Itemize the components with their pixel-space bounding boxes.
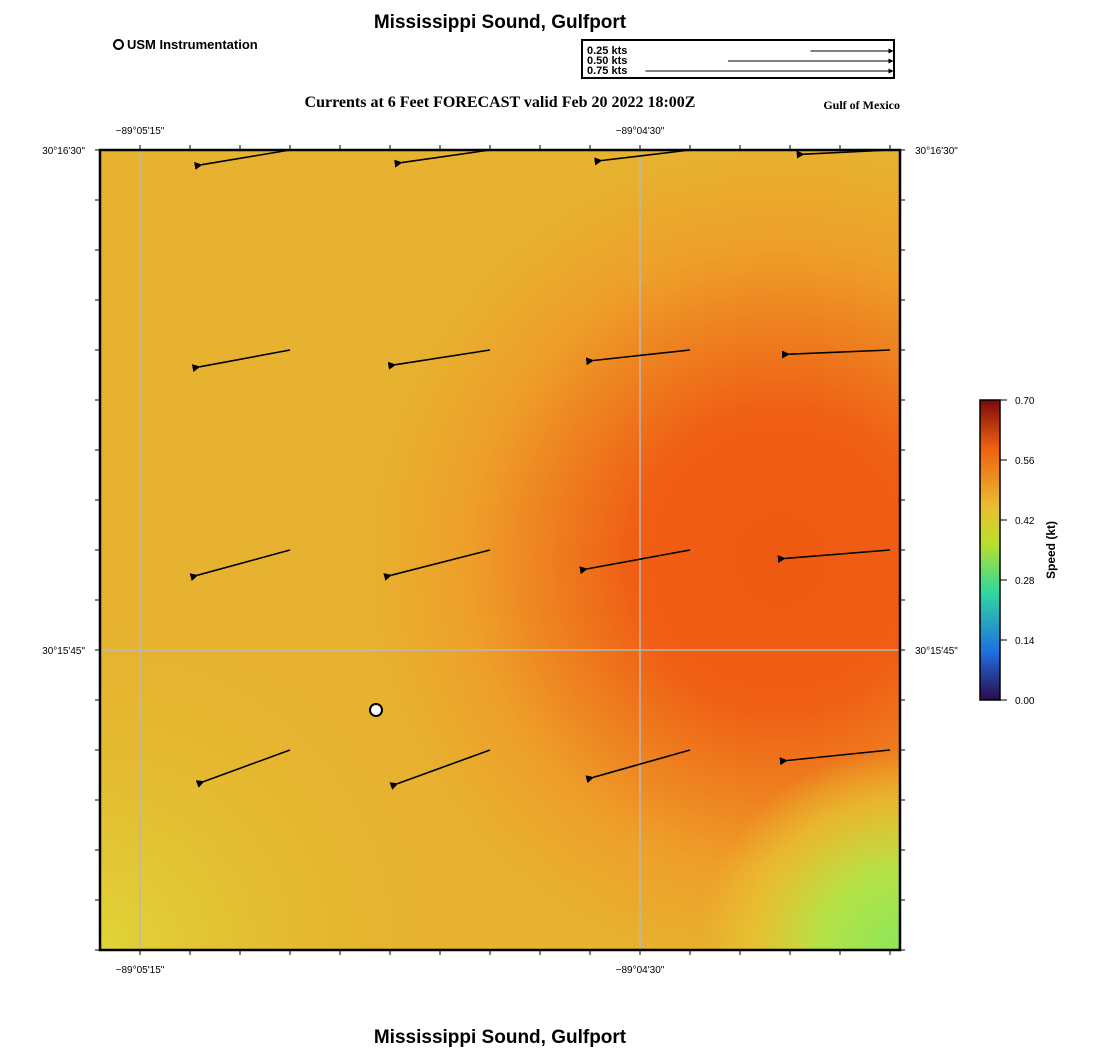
colorbar: 0.70 0.56 0.42 0.28 0.14 0.00 Speed (kt): [979, 396, 1058, 707]
ref-label-0: 0.25 kts: [587, 45, 628, 57]
speed-field-green: [100, 150, 900, 950]
axis-labels: −89°05'15" −89°04'30" −89°05'15" −89°04'…: [42, 126, 958, 976]
ref-label-1: 0.50 kts: [587, 55, 628, 67]
station-legend: USM Instrumentation: [113, 37, 258, 52]
current-vector-arrow: [579, 549, 691, 575]
x-tick-bottom-0: −89°05'15": [116, 965, 165, 976]
current-vector-arrow: [195, 749, 291, 788]
station-marker-icon: [113, 39, 124, 50]
current-vector-arrow: [387, 349, 491, 370]
colorbar-scale: [979, 399, 1001, 701]
current-vector-arrow: [777, 549, 891, 563]
current-vector-arrow: [194, 149, 291, 170]
x-tick-top-0: −89°05'15": [116, 126, 165, 137]
current-vector-arrow: [383, 549, 491, 581]
reference-arrows: [645, 48, 894, 74]
current-vector-arrow: [585, 349, 691, 366]
colorbar-tick-1: 0.56: [1015, 456, 1035, 467]
colorbar-tick-2: 0.42: [1015, 516, 1035, 527]
map-title: Mississippi Sound, Gulfport: [373, 12, 627, 33]
current-vector-arrow: [779, 749, 891, 766]
usm-station-marker[interactable]: [369, 703, 383, 717]
current-vector-arrow: [191, 349, 291, 373]
x-tick-bottom-1: −89°04'30": [616, 965, 665, 976]
frame-ticks: [95, 145, 905, 955]
y-tick-right-1: 30°15'45": [915, 646, 958, 657]
colorbar-tick-4: 0.14: [1015, 636, 1035, 647]
current-vector-arrow: [189, 549, 291, 581]
map-title-bottom: Mississippi Sound, Gulfport: [373, 1027, 627, 1048]
y-tick-left-0: 30°16'30": [42, 146, 85, 157]
current-vector-arrow: [594, 149, 691, 166]
current-vector-arrow: [394, 149, 491, 168]
y-tick-left-1: 30°15'45": [42, 646, 85, 657]
current-vector-arrow: [585, 749, 691, 784]
colorbar-tick-5: 0.00: [1015, 696, 1035, 707]
colorbar-tick-3: 0.28: [1015, 576, 1035, 587]
current-vector-arrow: [389, 749, 491, 790]
station-legend-label: USM Instrumentation: [127, 37, 258, 52]
ref-label-2: 0.75 kts: [587, 65, 628, 77]
reference-vector-legend: 0.25 kts 0.50 kts 0.75 kts: [581, 39, 895, 79]
map-frame: −89°05'15" −89°04'30" −89°05'15" −89°04'…: [42, 126, 958, 976]
region-label: Gulf of Mexico: [823, 98, 900, 112]
colorbar-tick-0: 0.70: [1015, 396, 1035, 407]
current-vectors: [189, 149, 891, 790]
current-vector-arrow: [781, 349, 891, 359]
forecast-subtitle: Currents at 6 Feet FORECAST valid Feb 20…: [304, 94, 696, 111]
y-tick-right-0: 30°16'30": [915, 146, 958, 157]
colorbar-title: Speed (kt): [1044, 521, 1058, 579]
x-tick-top-1: −89°04'30": [616, 126, 665, 137]
